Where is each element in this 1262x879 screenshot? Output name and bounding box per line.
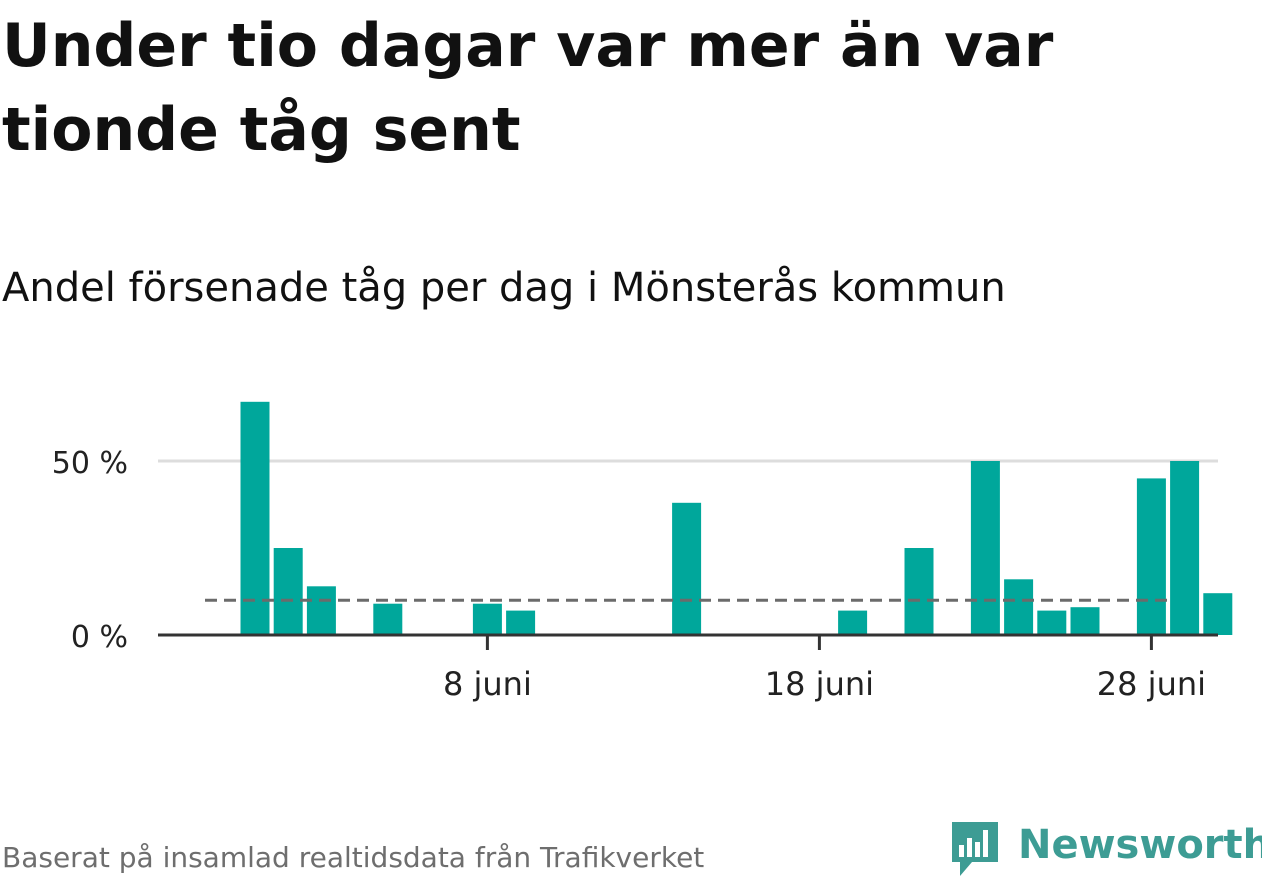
bar bbox=[273, 548, 303, 635]
bar bbox=[472, 603, 502, 635]
logo-text: Newsworthy bbox=[1018, 822, 1262, 868]
bar bbox=[1136, 478, 1166, 635]
bar bbox=[1037, 610, 1067, 635]
y-tick-label: 0 % bbox=[71, 620, 128, 655]
y-tick-label: 50 % bbox=[52, 446, 128, 481]
bar bbox=[240, 401, 270, 635]
chart-subtitle: Andel försenade tåg per dag i Mönsterås … bbox=[2, 265, 1006, 311]
source-note: Baserat på insamlad realtidsdata från Tr… bbox=[2, 841, 705, 874]
bar bbox=[672, 502, 702, 635]
newsworthy-logo[interactable]: Newsworthy bbox=[950, 820, 1262, 878]
bar bbox=[970, 461, 1000, 635]
bar bbox=[1170, 461, 1200, 635]
x-tick-label: 28 juni bbox=[1097, 665, 1206, 703]
x-tick-label: 8 juni bbox=[443, 665, 532, 703]
bar bbox=[1070, 607, 1100, 635]
x-tick-labels: 8 juni 18 juni 28 juni bbox=[443, 665, 1206, 703]
axis-layer bbox=[158, 633, 1218, 650]
bar bbox=[1004, 579, 1034, 635]
chart-title: Under tio dagar var mer än var tionde tå… bbox=[2, 11, 1054, 165]
newsworthy-logo-icon bbox=[952, 822, 998, 876]
x-tick-label: 18 juni bbox=[765, 665, 874, 703]
bar bbox=[904, 548, 934, 635]
y-tick-labels: 0 % 50 % bbox=[52, 446, 128, 655]
bar bbox=[838, 610, 868, 635]
bar bbox=[1203, 593, 1233, 635]
bar bbox=[506, 610, 536, 635]
bar-chart: 0 % 50 % 8 juni 18 juni 28 juni bbox=[52, 401, 1233, 703]
bars-layer bbox=[240, 401, 1233, 635]
bar bbox=[306, 586, 336, 635]
bar bbox=[373, 603, 403, 635]
